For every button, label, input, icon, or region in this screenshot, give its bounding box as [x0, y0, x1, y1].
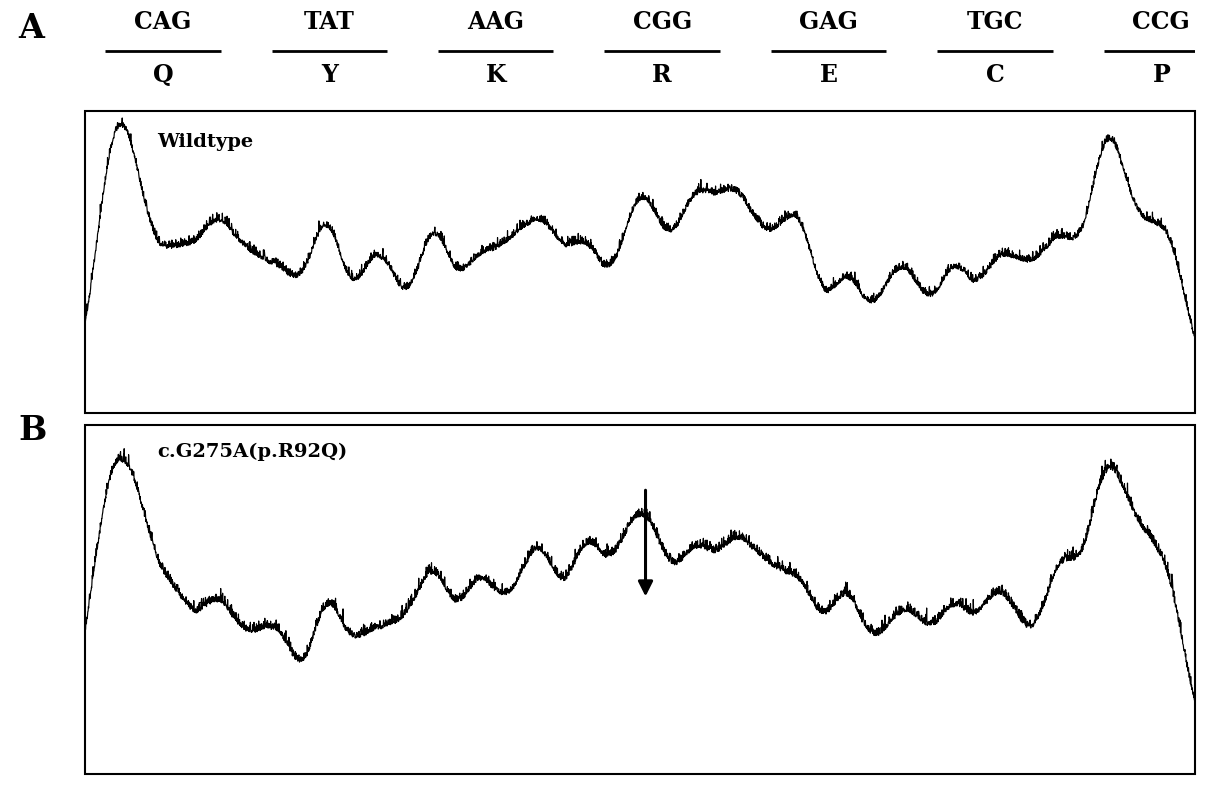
Text: TAT: TAT	[304, 10, 355, 34]
Text: CAG: CAG	[134, 10, 191, 34]
Text: Q: Q	[152, 63, 173, 87]
Text: C: C	[986, 63, 1004, 87]
Text: Y: Y	[321, 63, 338, 87]
Text: R: R	[652, 63, 672, 87]
Text: CCG: CCG	[1132, 10, 1190, 34]
Text: K: K	[485, 63, 506, 87]
Text: GAG: GAG	[800, 10, 858, 34]
Text: E: E	[819, 63, 837, 87]
Text: TGC: TGC	[967, 10, 1023, 34]
Text: AAG: AAG	[467, 10, 524, 34]
Text: P: P	[1152, 63, 1170, 87]
Text: A: A	[18, 12, 44, 45]
Text: CGG: CGG	[633, 10, 692, 34]
Text: c.G275A(p.R92Q): c.G275A(p.R92Q)	[157, 443, 347, 460]
Text: Wildtype: Wildtype	[157, 133, 254, 152]
Text: B: B	[18, 413, 46, 446]
